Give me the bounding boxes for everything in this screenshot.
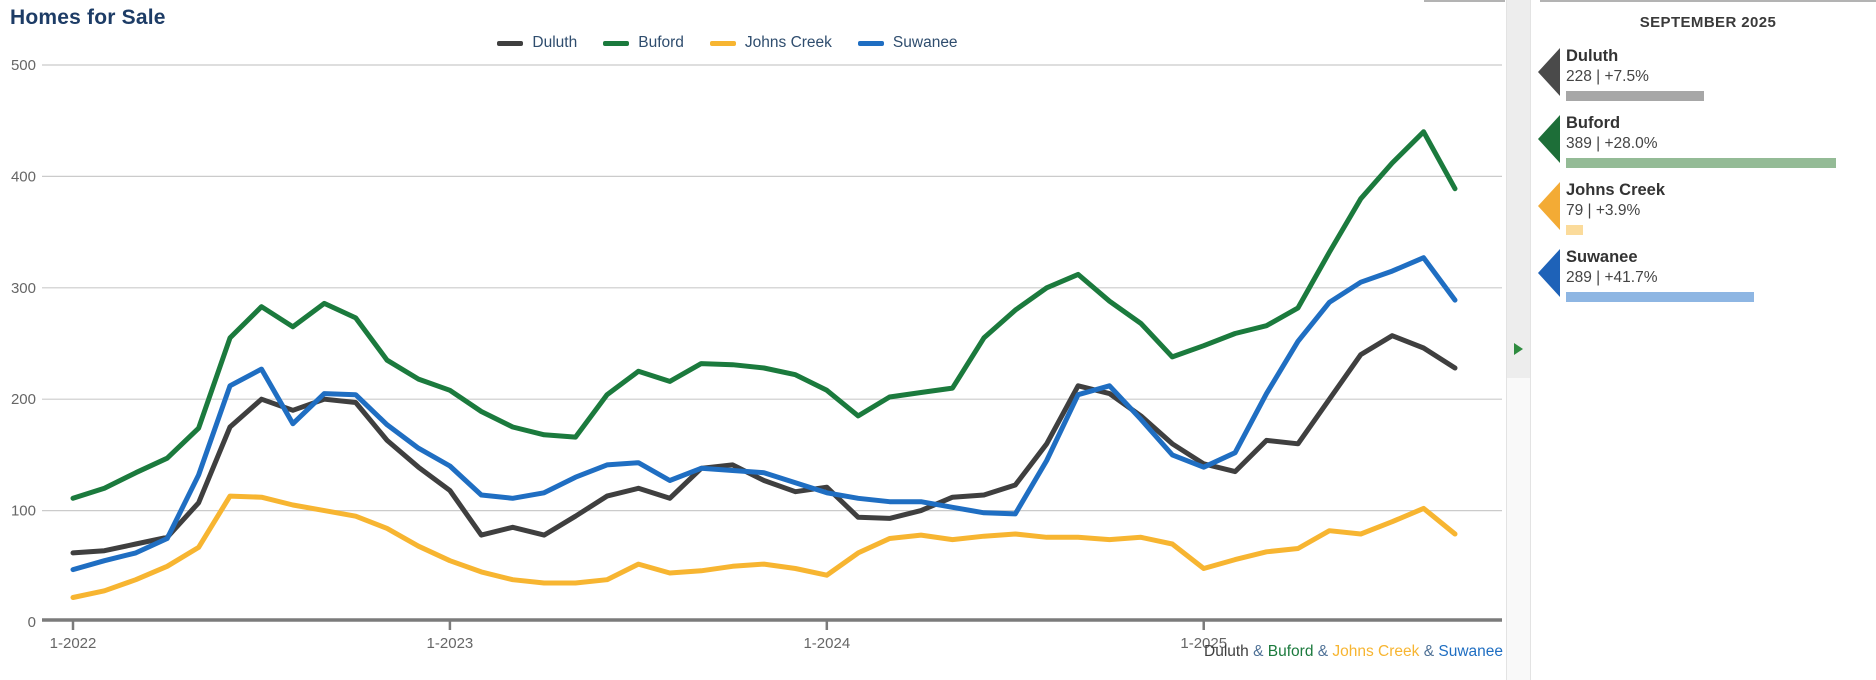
legend-item-johns-creek[interactable]: Johns Creek: [709, 34, 832, 52]
x-axis-label-1-2023: 1-2023: [427, 635, 474, 652]
y-axis-label-0: 0: [28, 614, 36, 631]
legend-label: Johns Creek: [744, 34, 832, 51]
entry-value-and-change: 79 | +3.9%: [1566, 202, 1641, 219]
entry-value-bar: [1566, 292, 1755, 302]
entry-value-and-change: 389 | +28.0%: [1566, 135, 1658, 152]
legend-label: Duluth: [532, 34, 578, 51]
footer-city-suwanee[interactable]: Suwanee: [1438, 643, 1503, 660]
footer-separator: &: [1313, 643, 1333, 660]
city-marker-arrow-icon: [1538, 182, 1560, 230]
footer-separator: &: [1419, 643, 1439, 660]
panel-entry-duluth: Duluth 228 | +7.5%: [1538, 46, 1866, 101]
page-title: Homes for Sale: [10, 6, 166, 29]
entry-city-name: Johns Creek: [1566, 181, 1666, 199]
x-axis-label-1-2025: 1-2025: [1180, 635, 1227, 652]
series-line-duluth: [70, 333, 1458, 556]
entry-value-and-change: 228 | +7.5%: [1566, 68, 1649, 85]
entry-value-bar: [1566, 225, 1583, 235]
series-line-johns-creek: [70, 493, 1458, 600]
entry-value-bar: [1566, 158, 1836, 168]
chart-legend: Duluth Buford Johns Creek Suwanee: [0, 34, 1455, 52]
footer-city-johns-creek[interactable]: Johns Creek: [1332, 643, 1420, 660]
legend-label: Suwanee: [892, 34, 958, 51]
y-axis-label-200: 200: [11, 391, 36, 408]
panel-entries: Duluth 228 | +7.5% Buford 389 | +28.0% Johns…: [1538, 46, 1876, 302]
panel-top-border: [1540, 0, 1876, 2]
entry-city-name: Buford: [1566, 114, 1621, 132]
city-marker-arrow-icon: [1538, 249, 1560, 297]
x-axis-label-1-2022: 1-2022: [50, 635, 97, 652]
panel-month-title: SEPTEMBER 2025: [1639, 14, 1777, 31]
legend-swatch-icon: [603, 40, 630, 46]
y-axis-label-400: 400: [11, 168, 36, 185]
y-axis-label-300: 300: [11, 280, 36, 297]
entry-city-name: Duluth: [1566, 47, 1619, 65]
entry-value-and-change: 289 | +41.7%: [1566, 269, 1658, 286]
entry-value-bar: [1566, 91, 1705, 101]
footer-city-buford[interactable]: Buford: [1267, 643, 1314, 660]
footer-city-links: Duluth & Buford & Johns Creek & Suwanee: [1204, 643, 1503, 661]
x-axis-label-1-2024: 1-2024: [803, 635, 850, 652]
y-axis-label-500: 500: [11, 57, 36, 74]
panel-entry-johns-creek: Johns Creek 79 | +3.9%: [1538, 180, 1866, 235]
legend-swatch-icon: [857, 40, 884, 46]
legend-item-buford[interactable]: Buford: [603, 34, 684, 52]
footer-separator: &: [1248, 643, 1268, 660]
series-line-suwanee: [70, 255, 1458, 573]
panel-entry-suwanee: Suwanee 289 | +41.7%: [1538, 247, 1866, 302]
stats-side-panel: SEPTEMBER 2025 Duluth 228 | +7.5% Buford 38…: [1538, 2, 1876, 680]
y-axis-label-100: 100: [11, 503, 36, 520]
footer-city-duluth[interactable]: Duluth: [1204, 643, 1249, 660]
city-marker-arrow-icon: [1538, 115, 1560, 163]
expand-panel-arrow-icon[interactable]: [1514, 343, 1523, 355]
legend-swatch-icon: [497, 40, 524, 46]
panel-splitter[interactable]: [1506, 0, 1531, 680]
line-chart: 0 100 200 300 400 500 1-2022 1-2023 1-2024 1-2025: [11, 57, 1502, 652]
panel-entry-buford: Buford 389 | +28.0%: [1538, 113, 1866, 168]
entry-city-name: Suwanee: [1566, 248, 1638, 266]
series-line-buford: [70, 129, 1458, 501]
legend-item-duluth[interactable]: Duluth: [497, 34, 577, 52]
legend-item-suwanee[interactable]: Suwanee: [857, 34, 958, 52]
chart-top-border: [1424, 0, 1505, 2]
city-marker-arrow-icon: [1538, 48, 1560, 96]
splitter-thumb[interactable]: [1507, 0, 1530, 378]
legend-swatch-icon: [709, 40, 736, 46]
legend-label: Buford: [638, 34, 684, 51]
